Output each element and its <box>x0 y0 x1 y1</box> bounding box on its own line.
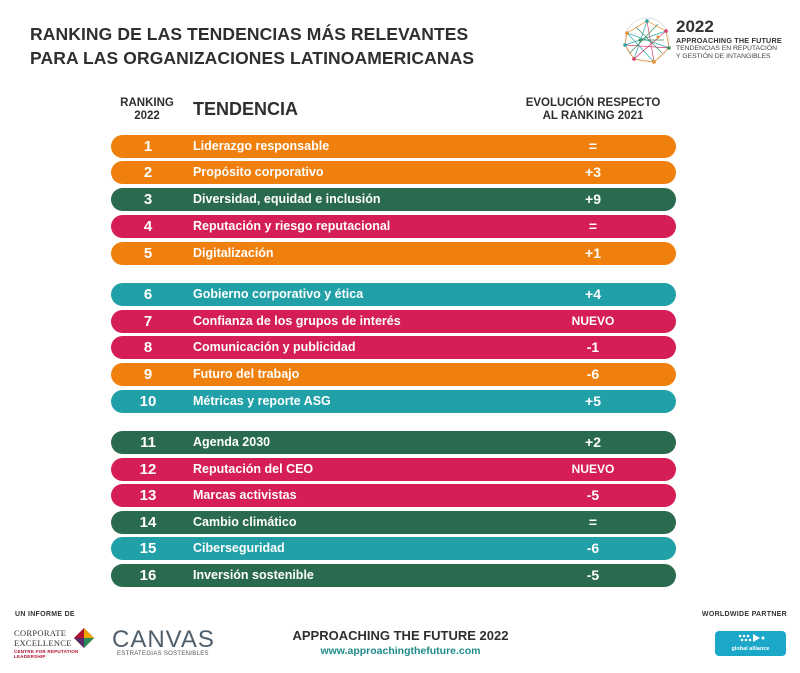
corporate-excellence-logo: CORPORATE EXCELLENCE CENTRE FOR REPUTATI… <box>14 626 96 659</box>
evolution-value: -6 <box>586 366 600 382</box>
evolution-value: +4 <box>585 286 601 302</box>
ranking-row: 15 Ciberseguridad -6 <box>111 537 676 560</box>
ranking-number: 2 <box>143 164 153 181</box>
trend-name: Comunicación y publicidad <box>193 340 356 354</box>
brand-subtitle-line-1: TENDENCIAS EN REPUTACIÓN <box>676 45 778 52</box>
trend-name: Diversidad, equidad e inclusión <box>193 192 381 206</box>
ranking-number: 1 <box>143 138 153 155</box>
evolution-value: +5 <box>585 393 601 409</box>
ranking-number: 8 <box>143 339 153 356</box>
header-evolucion-line-2: AL RANKING 2021 <box>542 110 644 122</box>
brand-name: APPROACHING THE FUTURE <box>676 36 782 45</box>
trend-name: Marcas activistas <box>193 488 297 502</box>
ranking-row: 14 Cambio climático = <box>111 511 676 534</box>
ranking-number: 12 <box>139 461 157 478</box>
ranking-number: 16 <box>139 567 157 584</box>
ranking-number: 4 <box>143 218 153 235</box>
header-evolucion-line-1: EVOLUCIÓN RESPECTO <box>525 97 661 109</box>
diamond-mark-icon <box>74 628 94 648</box>
footer-title: APPROACHING THE FUTURE 2022 <box>292 628 509 643</box>
report-by-label: UN INFORME DE <box>15 611 75 618</box>
partner-name: global alliance <box>731 646 770 652</box>
trend-name: Futuro del trabajo <box>193 367 300 381</box>
worldwide-partner-label: WORLDWIDE PARTNER <box>701 611 787 618</box>
ranking-row: 11 Agenda 2030 +2 <box>111 431 676 454</box>
header-ranking: RANKING 2022 <box>110 97 184 123</box>
global-alliance-logo: global alliance <box>715 631 786 656</box>
ranking-row: 10 Métricas y reporte ASG +5 <box>111 390 676 413</box>
trend-name: Reputación del CEO <box>193 462 314 476</box>
brand-year: 2022 <box>676 17 714 36</box>
ranking-row: 7 Confianza de los grupos de interés NUE… <box>111 310 676 333</box>
ranking-row: 12 Reputación del CEO NUEVO <box>111 458 676 481</box>
ranking-number: 15 <box>139 540 157 557</box>
evolution-value: -6 <box>586 540 600 556</box>
ranking-number: 13 <box>139 487 157 504</box>
header-ranking-line-1: RANKING <box>120 97 174 109</box>
ranking-number: 5 <box>143 245 153 262</box>
ranking-number: 6 <box>143 286 153 303</box>
evolution-value: +9 <box>585 191 601 207</box>
trend-name: Inversión sostenible <box>193 568 314 582</box>
evolution-value: = <box>588 514 598 530</box>
evolution-value: +1 <box>585 245 601 261</box>
evolution-value: = <box>588 138 598 154</box>
trend-name: Cambio climático <box>193 515 297 529</box>
trend-name: Digitalización <box>193 246 274 260</box>
corporate-logo-line-1: CORPORATE <box>14 628 67 638</box>
brand-subtitle-line-2: Y GESTIÓN DE INTANGIBLES <box>676 53 771 60</box>
ranking-number: 10 <box>139 393 157 410</box>
trend-name: Propósito corporativo <box>193 165 324 179</box>
global-alliance-icon <box>738 634 765 642</box>
ranking-row: 13 Marcas activistas -5 <box>111 484 676 507</box>
evolution-value: +3 <box>585 164 601 180</box>
evolution-value: NUEVO <box>571 314 615 328</box>
ranking-row: 5 Digitalización +1 <box>111 242 676 265</box>
canvas-logo-name: CANVAS <box>112 626 215 653</box>
evolution-value: -1 <box>586 339 600 355</box>
ranking-number: 9 <box>143 366 153 383</box>
brand-subtitle: TENDENCIAS EN REPUTACIÓN Y GESTIÓN DE IN… <box>676 45 796 61</box>
header-evolucion: EVOLUCIÓN RESPECTO AL RANKING 2021 <box>500 97 686 123</box>
ranking-row: 16 Inversión sostenible -5 <box>111 564 676 587</box>
trend-name: Métricas y reporte ASG <box>193 394 331 408</box>
ranking-row: 8 Comunicación y publicidad -1 <box>111 336 676 359</box>
trend-name: Ciberseguridad <box>193 541 285 555</box>
ranking-row: 1 Liderazgo responsable = <box>111 135 676 158</box>
evolution-value: -5 <box>586 567 600 583</box>
canvas-logo: CANVAS ESTRATEGIAS SOSTENIBLES <box>112 626 215 660</box>
ranking-number: 3 <box>143 191 153 208</box>
network-globe-icon <box>623 17 671 64</box>
evolution-value: -5 <box>586 487 600 503</box>
ranking-row: 3 Diversidad, equidad e inclusión +9 <box>111 188 676 211</box>
corporate-logo-line-3: CENTRE FOR REPUTATION LEADERSHIP <box>14 649 79 659</box>
ranking-number: 7 <box>143 313 153 330</box>
trend-name: Liderazgo responsable <box>193 139 330 153</box>
ranking-row: 6 Gobierno corporativo y ética +4 <box>111 283 676 306</box>
evolution-value: = <box>588 218 598 234</box>
canvas-logo-subtitle: ESTRATEGIAS SOSTENIBLES <box>117 651 209 657</box>
trend-name: Confianza de los grupos de interés <box>193 314 401 328</box>
trend-name: Gobierno corporativo y ética <box>193 287 364 301</box>
evolution-value: +2 <box>585 434 601 450</box>
header-ranking-line-2: 2022 <box>134 110 160 122</box>
header-tendencia: TENDENCIA <box>193 99 299 119</box>
ranking-row: 4 Reputación y riesgo reputacional = <box>111 215 676 238</box>
ranking-number: 14 <box>139 514 157 531</box>
title-line-1: RANKING DE LAS TENDENCIAS MÁS RELEVANTES <box>30 24 469 44</box>
page-title: RANKING DE LAS TENDENCIAS MÁS RELEVANTES… <box>30 22 474 70</box>
evolution-value: NUEVO <box>571 462 615 476</box>
ranking-row: 9 Futuro del trabajo -6 <box>111 363 676 386</box>
trend-name: Reputación y riesgo reputacional <box>193 219 391 233</box>
trend-name: Agenda 2030 <box>193 435 271 449</box>
corporate-logo-line-2: EXCELLENCE <box>14 638 72 648</box>
title-line-2: PARA LAS ORGANIZACIONES LATINOAMERICANAS <box>30 48 475 68</box>
ranking-number: 11 <box>140 434 156 451</box>
ranking-row: 2 Propósito corporativo +3 <box>111 161 676 184</box>
footer-url-link[interactable]: www.approachingthefuture.com <box>320 645 481 657</box>
